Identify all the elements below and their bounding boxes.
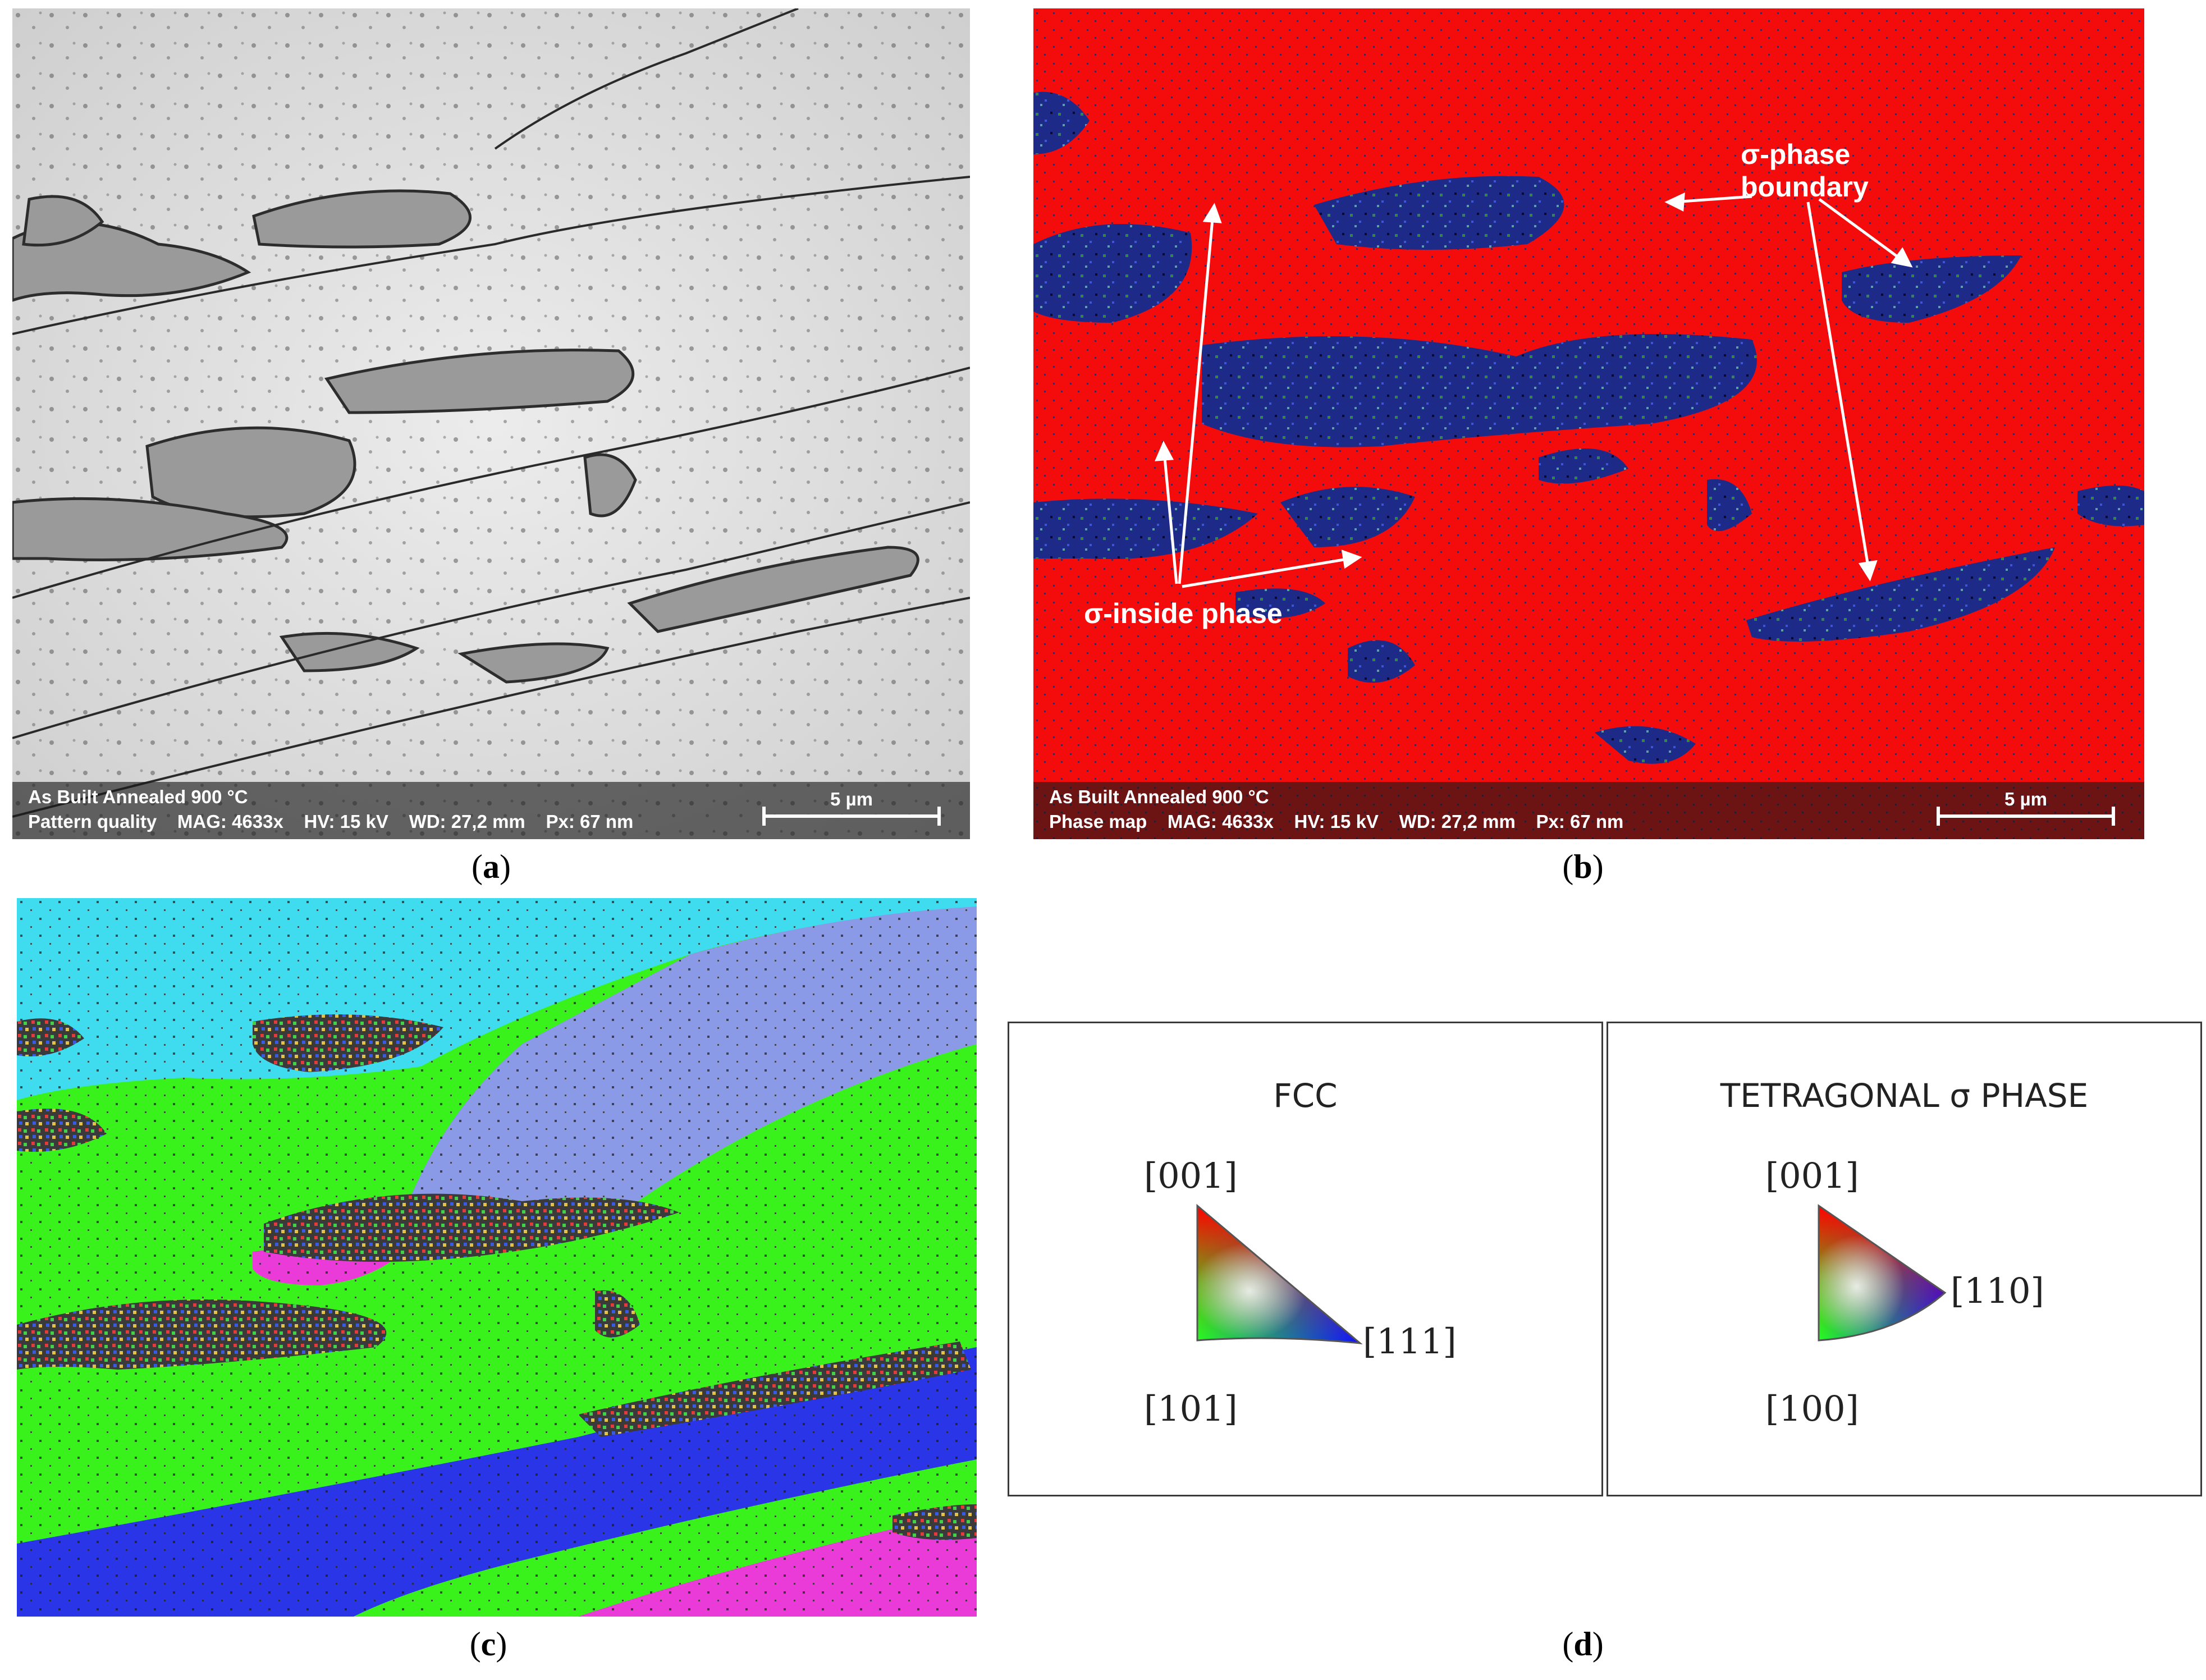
image-info-bar: As Built Annealed 900 °C Pattern quality…: [12, 782, 970, 839]
phase-map-image: σ-phase boundary σ-inside phase As Built…: [1033, 8, 2144, 839]
sample-condition-label: As Built Annealed 900 °C: [28, 786, 248, 807]
tetragonal-label-001: [001]: [1765, 1155, 1859, 1196]
fcc-label-111: [111]: [1363, 1321, 1457, 1362]
scale-bar-label: 5 µm: [2004, 789, 2047, 809]
fcc-label-101: [101]: [1144, 1388, 1238, 1429]
caption-c: (c): [469, 1626, 507, 1663]
scale-bar: 5 µm: [1937, 789, 2115, 828]
tetragonal-label-110: [110]: [1951, 1270, 2044, 1311]
fcc-legend: FCC [001] [111] [101]: [1008, 1022, 1603, 1496]
fcc-label-001: [001]: [1144, 1155, 1238, 1196]
acquisition-parameters: Phase map MAG: 4633x HV: 15 kV WD: 27,2 …: [1049, 811, 1624, 832]
fcc-color-triangle: [1196, 1203, 1363, 1344]
tetragonal-label-100: [100]: [1765, 1388, 1859, 1429]
grain-structure-graphic: [12, 8, 970, 839]
tetragonal-color-sector: [1818, 1204, 1947, 1342]
scale-bar-label: 5 µm: [830, 789, 873, 809]
caption-b: (b): [1562, 848, 1604, 885]
image-info-bar: As Built Annealed 900 °C Phase map MAG: …: [1033, 782, 2144, 839]
sigma-inside-phase-label: σ-inside phase: [1084, 598, 1283, 629]
orientation-map-graphic: [17, 898, 977, 1617]
fcc-legend-title: FCC: [1273, 1077, 1338, 1115]
sample-condition-label: As Built Annealed 900 °C: [1049, 786, 1269, 807]
caption-a: (a): [472, 848, 511, 885]
tetragonal-legend-title: TETRAGONAL σ PHASE: [1720, 1077, 2089, 1115]
acquisition-parameters: Pattern quality MAG: 4633x HV: 15 kV WD:…: [28, 811, 634, 832]
tetragonal-sigma-legend: TETRAGONAL σ PHASE [001] [110] [100]: [1607, 1022, 2202, 1496]
orientation-map-image: [17, 898, 977, 1617]
phase-map-graphic: [1033, 8, 2144, 839]
caption-d: (d): [1562, 1626, 1604, 1663]
sigma-phase-boundary-label: σ-phase boundary: [1741, 139, 1869, 203]
pattern-quality-image: As Built Annealed 900 °C Pattern quality…: [12, 8, 970, 839]
scale-bar: 5 µm: [762, 789, 941, 828]
